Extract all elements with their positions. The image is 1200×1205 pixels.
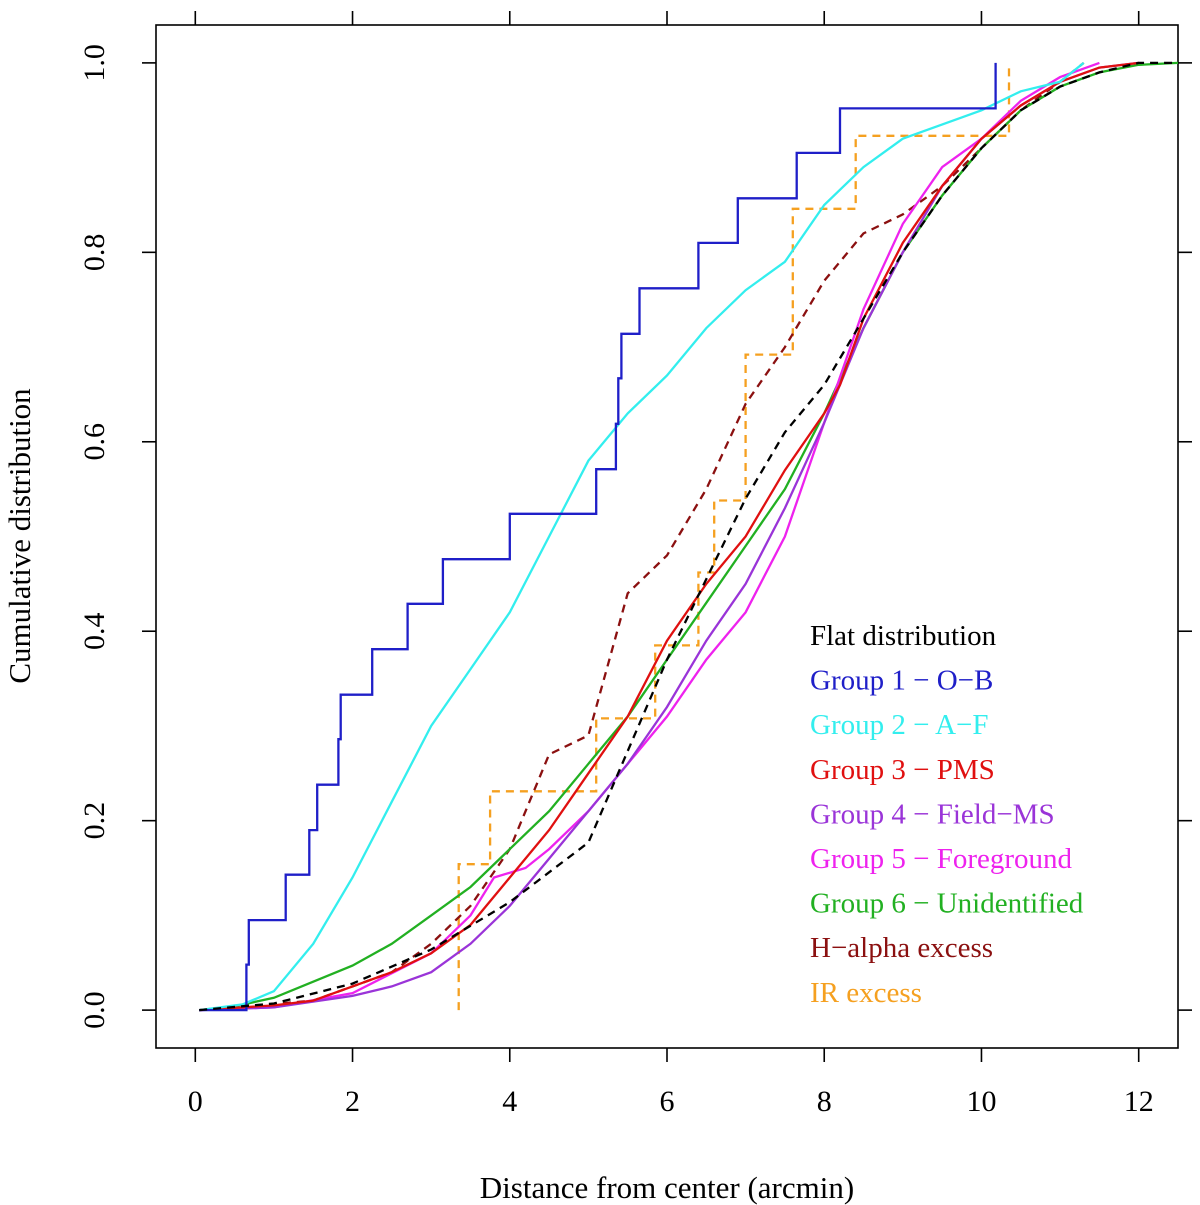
series-line-flat-distribution	[199, 61, 1178, 1012]
x-tick-label: 0	[188, 1085, 203, 1118]
y-tick-label: 0.6	[78, 423, 111, 461]
x-tick-label: 4	[502, 1085, 517, 1118]
x-tick-label: 10	[966, 1085, 996, 1118]
y-tick-label: 1.0	[78, 44, 111, 81]
legend-entry: Flat distribution	[810, 620, 997, 652]
x-tick-label: 12	[1124, 1085, 1154, 1118]
y-tick-label: 0.0	[78, 991, 111, 1029]
series-line-group-1-o-b	[199, 62, 997, 1012]
y-tick-label: 0.8	[78, 234, 111, 271]
series-layer	[199, 61, 1179, 1012]
legend: Flat distribution Group 1 − O−B Group 2 − …	[810, 620, 1084, 1009]
legend-entry: IR excess	[810, 977, 922, 1009]
y-tick-label: 0.4	[78, 612, 111, 650]
series-line-group-3-pms	[199, 61, 1139, 1012]
legend-entry: Group 3 − PMS	[810, 754, 995, 786]
x-axis-ticks: 0 2 4 6 8 10 12	[188, 11, 1154, 1118]
legend-entry: Group 5 − Foreground	[810, 843, 1073, 875]
y-tick-label: 0.2	[78, 802, 111, 840]
x-tick-label: 2	[345, 1085, 360, 1118]
x-axis-title: Distance from center (arcmin)	[480, 1170, 854, 1205]
legend-entry: Group 2 − A−F	[810, 709, 989, 741]
series-line-group-2-a-f	[199, 62, 1085, 1012]
y-axis-ticks: 0.0 0.2 0.4 0.6 0.8 1.0	[78, 44, 1192, 1029]
series-line-h-alpha-excess	[199, 62, 1085, 1012]
legend-entry: Group 6 − Unidentified	[810, 888, 1084, 920]
legend-entry: Group 4 − Field−MS	[810, 798, 1055, 830]
legend-entry: Group 1 − O−B	[810, 665, 993, 697]
x-tick-label: 6	[660, 1085, 675, 1118]
series-line-ir-excess	[457, 62, 1011, 1011]
x-tick-label: 8	[817, 1085, 832, 1118]
legend-entry: H−alpha excess	[810, 932, 993, 964]
y-axis-title: Cumulative distribution	[2, 388, 37, 684]
series-line-group-5-foreground	[199, 61, 1100, 1012]
